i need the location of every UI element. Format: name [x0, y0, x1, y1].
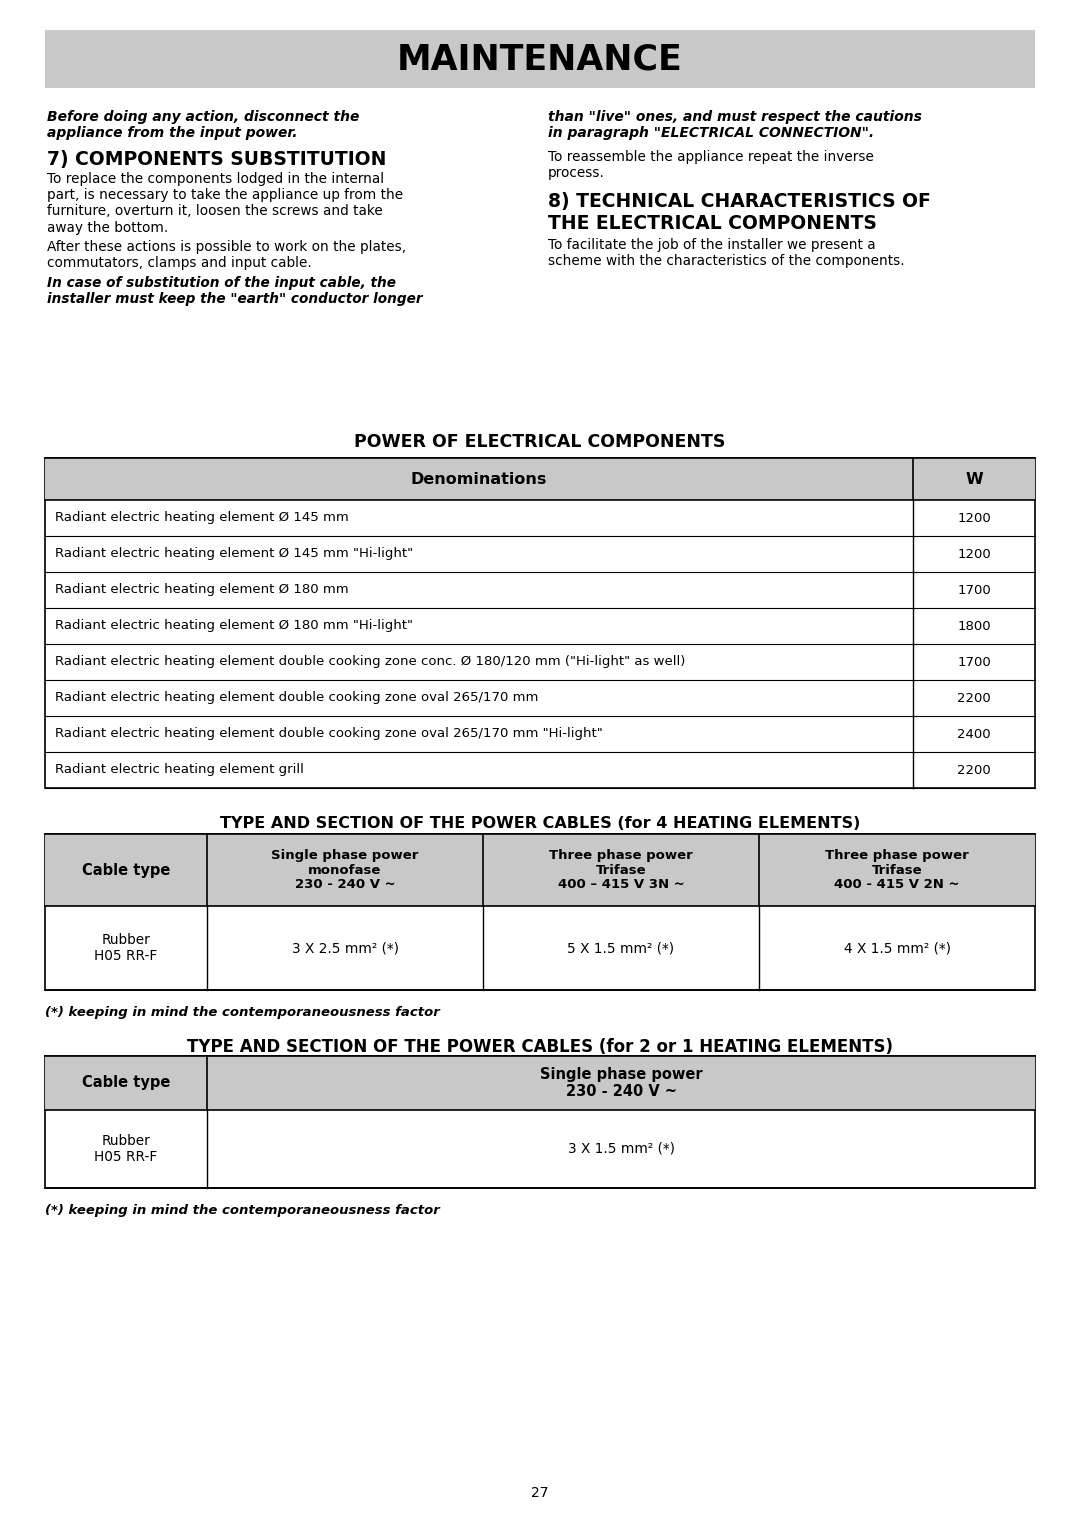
Text: Radiant electric heating element Ø 180 mm "Hi-light": Radiant electric heating element Ø 180 m… [55, 619, 413, 633]
Text: Three phase power
Trifase
400 – 415 V 3N ~: Three phase power Trifase 400 – 415 V 3N… [549, 848, 693, 891]
Text: 5 X 1.5 mm² (*): 5 X 1.5 mm² (*) [567, 941, 675, 955]
Text: Single phase power
230 - 240 V ~: Single phase power 230 - 240 V ~ [540, 1067, 702, 1099]
Text: (*) keeping in mind the contemporaneousness factor: (*) keeping in mind the contemporaneousn… [45, 1005, 440, 1019]
Text: Cable type: Cable type [82, 1076, 171, 1091]
Text: THE ELECTRICAL COMPONENTS: THE ELECTRICAL COMPONENTS [548, 214, 877, 232]
Bar [45, 1056, 1035, 1109]
Text: Radiant electric heating element double cooking zone oval 265/170 mm "Hi-light": Radiant electric heating element double … [55, 727, 603, 741]
Text: 2200: 2200 [957, 764, 990, 776]
Text: TYPE AND SECTION OF THE POWER CABLES (for 4 HEATING ELEMENTS): TYPE AND SECTION OF THE POWER CABLES (fo… [220, 816, 860, 831]
Text: than "live" ones, and must respect the cautions
in paragraph "ELECTRICAL CONNECT: than "live" ones, and must respect the c… [548, 110, 922, 141]
Text: 1700: 1700 [957, 584, 990, 596]
Text: After these actions is possible to work on the plates,
commutators, clamps and i: After these actions is possible to work … [48, 240, 406, 270]
Text: Radiant electric heating element double cooking zone oval 265/170 mm: Radiant electric heating element double … [55, 692, 538, 704]
Text: Single phase power
monofase
230 - 240 V ~: Single phase power monofase 230 - 240 V … [271, 848, 419, 891]
Text: To replace the components lodged in the internal
part, is necessary to take the : To replace the components lodged in the … [48, 173, 403, 235]
Text: Cable type: Cable type [82, 862, 171, 877]
Text: 1200: 1200 [957, 512, 990, 524]
Text: Rubber
H05 RR-F: Rubber H05 RR-F [94, 1134, 158, 1164]
Text: 7) COMPONENTS SUBSTITUTION: 7) COMPONENTS SUBSTITUTION [48, 150, 387, 170]
Text: 2400: 2400 [957, 727, 990, 741]
Text: Denominations: Denominations [410, 472, 548, 486]
Bar [45, 458, 1035, 788]
Text: Before doing any action, disconnect the
appliance from the input power.: Before doing any action, disconnect the … [48, 110, 360, 141]
Text: To facilitate the job of the installer we present a
scheme with the characterist: To facilitate the job of the installer w… [548, 238, 905, 269]
Text: POWER OF ELECTRICAL COMPONENTS: POWER OF ELECTRICAL COMPONENTS [354, 432, 726, 451]
Text: TYPE AND SECTION OF THE POWER CABLES (for 2 or 1 HEATING ELEMENTS): TYPE AND SECTION OF THE POWER CABLES (fo… [187, 1038, 893, 1056]
Text: In case of substitution of the input cable, the
installer must keep the "earth" : In case of substitution of the input cab… [48, 277, 422, 306]
Text: Radiant electric heating element double cooking zone conc. Ø 180/120 mm ("Hi-lig: Radiant electric heating element double … [55, 656, 686, 669]
Text: 3 X 1.5 mm² (*): 3 X 1.5 mm² (*) [567, 1141, 675, 1157]
Text: 1200: 1200 [957, 547, 990, 561]
Text: 8) TECHNICAL CHARACTERISTICS OF: 8) TECHNICAL CHARACTERISTICS OF [548, 193, 931, 211]
Text: 4 X 1.5 mm² (*): 4 X 1.5 mm² (*) [843, 941, 950, 955]
Text: 27: 27 [531, 1487, 549, 1500]
Text: Rubber
H05 RR-F: Rubber H05 RR-F [94, 934, 158, 963]
Bar [45, 1056, 1035, 1187]
Bar [45, 834, 1035, 990]
Text: 1700: 1700 [957, 656, 990, 669]
Text: 2200: 2200 [957, 692, 990, 704]
Text: MAINTENANCE: MAINTENANCE [397, 41, 683, 76]
Bar [45, 458, 1035, 500]
Text: 3 X 2.5 mm² (*): 3 X 2.5 mm² (*) [292, 941, 399, 955]
Text: Radiant electric heating element Ø 145 mm "Hi-light": Radiant electric heating element Ø 145 m… [55, 547, 414, 561]
Text: Radiant electric heating element Ø 145 mm: Radiant electric heating element Ø 145 m… [55, 512, 349, 524]
Text: Three phase power
Trifase
400 - 415 V 2N ~: Three phase power Trifase 400 - 415 V 2N… [825, 848, 969, 891]
Text: Radiant electric heating element Ø 180 mm: Radiant electric heating element Ø 180 m… [55, 584, 349, 596]
Text: W: W [966, 472, 983, 486]
Bar [45, 834, 1035, 906]
Text: 1800: 1800 [957, 619, 990, 633]
Bar [45, 31, 1035, 89]
Text: To reassemble the appliance repeat the inverse
process.: To reassemble the appliance repeat the i… [548, 150, 874, 180]
Text: (*) keeping in mind the contemporaneousness factor: (*) keeping in mind the contemporaneousn… [45, 1204, 440, 1216]
Text: Radiant electric heating element grill: Radiant electric heating element grill [55, 764, 303, 776]
